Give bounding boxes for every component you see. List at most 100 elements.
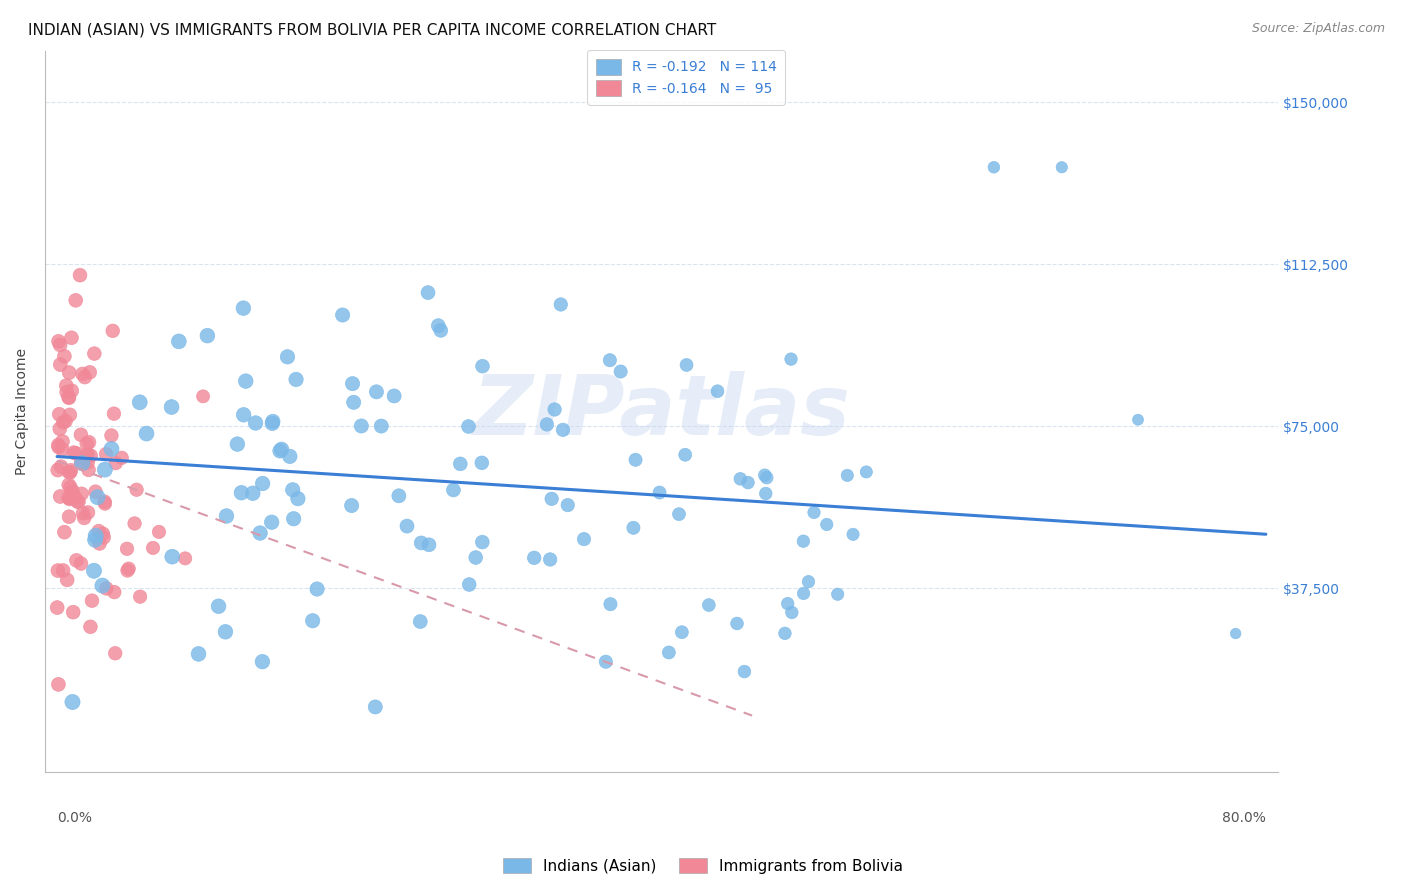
Point [48, 677, 70, 691]
Point [285, 372, 308, 386]
Point [46, 463, 69, 477]
Point [281, 483, 304, 497]
Point [673, 448, 696, 462]
Point [72, 455, 94, 469]
Point [245, 416, 267, 430]
Point [395, 519, 418, 533]
Point [301, 614, 323, 628]
Point [103, 407, 125, 421]
Point [540, 491, 562, 506]
Point [471, 535, 494, 549]
Point [388, 489, 411, 503]
Point [60, 331, 83, 345]
Point [59, 465, 82, 479]
Point [278, 450, 301, 464]
Text: Source: ZipAtlas.com: Source: ZipAtlas.com [1251, 22, 1385, 36]
Point [343, 395, 366, 409]
Point [70, 487, 93, 501]
Point [730, 472, 752, 486]
Point [72, 506, 94, 520]
Point [270, 442, 292, 457]
Point [63, 491, 86, 505]
Point [69, 268, 91, 283]
Point [87, 524, 110, 538]
Point [214, 624, 236, 639]
Point [543, 402, 565, 417]
Point [174, 551, 197, 566]
Point [409, 615, 432, 629]
Point [780, 606, 803, 620]
Point [142, 541, 165, 555]
Point [983, 161, 1005, 175]
Point [115, 541, 138, 556]
Point [84, 529, 107, 543]
Point [538, 552, 561, 566]
Legend: R = -0.192   N = 114, R = -0.164   N =  95: R = -0.192 N = 114, R = -0.164 N = 95 [588, 51, 785, 104]
Point [77, 505, 100, 519]
Point [72, 456, 94, 470]
Point [427, 318, 450, 333]
Point [91, 526, 114, 541]
Point [48, 438, 70, 452]
Text: 0.0%: 0.0% [58, 812, 91, 825]
Point [776, 597, 799, 611]
Point [94, 496, 117, 510]
Point [100, 428, 122, 442]
Point [56, 573, 79, 587]
Point [58, 491, 80, 505]
Point [232, 408, 254, 422]
Point [675, 358, 697, 372]
Point [464, 550, 486, 565]
Point [458, 577, 481, 591]
Point [725, 616, 748, 631]
Point [46, 564, 69, 578]
Point [104, 646, 127, 660]
Point [269, 443, 291, 458]
Point [599, 353, 621, 368]
Point [103, 585, 125, 599]
Point [697, 598, 720, 612]
Point [48, 407, 70, 421]
Point [58, 465, 80, 479]
Point [364, 700, 387, 714]
Point [340, 499, 363, 513]
Point [70, 455, 93, 469]
Point [382, 389, 405, 403]
Point [252, 476, 274, 491]
Point [111, 450, 134, 465]
Point [523, 550, 546, 565]
Point [84, 484, 107, 499]
Point [76, 447, 98, 461]
Point [48, 440, 70, 454]
Point [128, 395, 150, 409]
Point [307, 582, 329, 596]
Point [58, 478, 80, 492]
Point [187, 647, 209, 661]
Point [242, 486, 264, 500]
Point [52, 415, 75, 429]
Point [94, 447, 117, 461]
Point [89, 536, 111, 550]
Point [135, 426, 157, 441]
Point [671, 625, 693, 640]
Point [207, 599, 229, 614]
Point [66, 494, 89, 508]
Point [72, 367, 94, 381]
Point [65, 446, 87, 460]
Point [77, 435, 100, 450]
Point [55, 385, 77, 400]
Point [416, 285, 439, 300]
Point [76, 448, 98, 462]
Point [623, 521, 645, 535]
Point [79, 620, 101, 634]
Point [252, 655, 274, 669]
Point [260, 515, 283, 529]
Point [411, 536, 433, 550]
Text: INDIAN (ASIAN) VS IMMIGRANTS FROM BOLIVIA PER CAPITA INCOME CORRELATION CHART: INDIAN (ASIAN) VS IMMIGRANTS FROM BOLIVI… [28, 22, 717, 37]
Point [668, 507, 690, 521]
Point [62, 605, 84, 619]
Text: ZIPatlas: ZIPatlas [472, 371, 851, 451]
Point [76, 455, 98, 469]
Point [737, 475, 759, 490]
Point [101, 324, 124, 338]
